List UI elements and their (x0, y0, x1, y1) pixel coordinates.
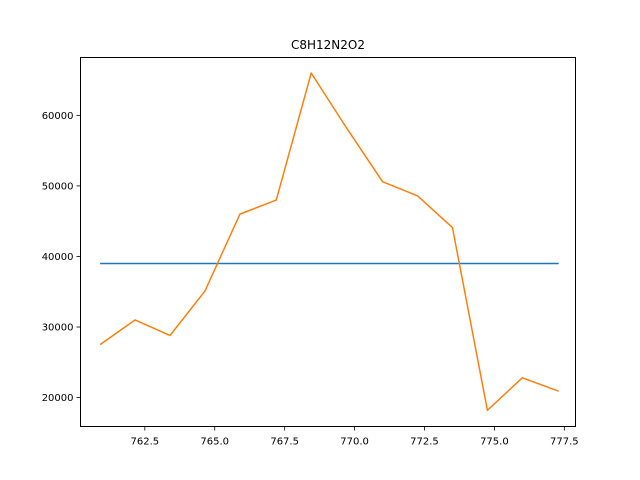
y-tick-label: 20000 (42, 393, 74, 404)
x-tick-label: 770.0 (340, 437, 369, 448)
y-tick-label: 50000 (42, 181, 74, 192)
y-tick-label: 30000 (42, 323, 74, 334)
chart-title: C8H12N2O2 (291, 38, 365, 52)
plot-frame (80, 57, 576, 427)
y-tick-label: 60000 (42, 111, 74, 122)
y-axis: 20000 30000 40000 50000 60000 (42, 111, 81, 404)
x-tick-label: 765.0 (200, 437, 229, 448)
x-tick-label: 762.5 (131, 437, 160, 448)
x-tick-label: 772.5 (410, 437, 439, 448)
y-tick-label: 40000 (42, 252, 74, 263)
x-tick-label: 767.5 (270, 437, 299, 448)
series-layer (99, 72, 559, 412)
x-tick-label: 775.0 (480, 437, 509, 448)
series-line-2 (99, 72, 559, 412)
x-tick-label: 777.5 (550, 437, 579, 448)
x-axis: 762.5 765.0 767.5 770.0 772.5 775.0 777.5 (131, 426, 579, 448)
